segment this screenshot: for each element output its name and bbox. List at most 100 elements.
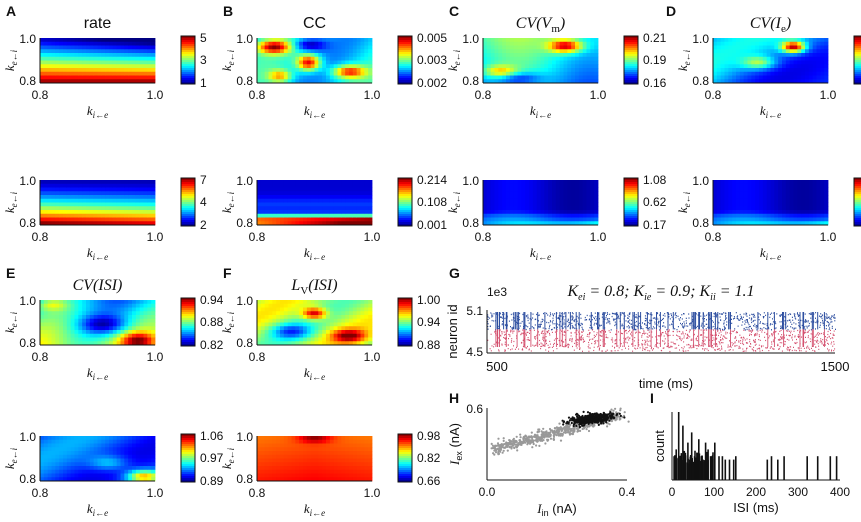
- heatmap-cell: [793, 180, 798, 185]
- heatmap-cell: [356, 307, 361, 312]
- heatmap-cell: [713, 64, 718, 69]
- heatmap-cell: [801, 64, 806, 69]
- heatmap-cell: [509, 180, 515, 185]
- heatmap-cell: [713, 79, 718, 84]
- colorbar-segment: [398, 336, 412, 339]
- heatmap-cell: [147, 454, 152, 459]
- heatmap-cell: [89, 217, 95, 222]
- heatmap-cell: [329, 53, 335, 58]
- heatmap-cell: [805, 217, 810, 222]
- colorbar-segment: [398, 306, 412, 309]
- heatmap-cell: [789, 191, 794, 196]
- heatmap-cell: [40, 187, 45, 192]
- heatmap-cell: [808, 56, 814, 61]
- heatmap-cell: [109, 49, 114, 54]
- colorbar-segment: [854, 72, 861, 75]
- heatmap-cell: [280, 49, 285, 54]
- heatmap-cell: [513, 180, 518, 185]
- heatmap-cell: [326, 454, 331, 459]
- heatmap-cell: [128, 436, 133, 441]
- heatmap-cell: [824, 191, 829, 196]
- heatmap-cell: [364, 41, 369, 46]
- heatmap-cell: [139, 198, 144, 203]
- heatmap-cell: [74, 326, 79, 331]
- heatmap-cell: [326, 469, 331, 474]
- heatmap-cell: [337, 311, 342, 316]
- heatmap-cell: [812, 217, 817, 222]
- heatmap-cell: [299, 195, 304, 200]
- heatmap-cell: [283, 79, 289, 84]
- y-tick-label: 1.0: [19, 174, 36, 188]
- heatmap-cell: [66, 326, 72, 331]
- heatmap-cell: [303, 315, 308, 320]
- heatmap-cell: [101, 466, 106, 471]
- heatmap-cell: [78, 311, 83, 316]
- heatmap-cell: [93, 210, 98, 215]
- heatmap-cell: [143, 195, 148, 200]
- heatmap-cell: [109, 337, 114, 342]
- heatmap-cell: [97, 202, 102, 207]
- heatmap-cell: [74, 447, 79, 452]
- heatmap-cell: [816, 53, 821, 58]
- heatmap-cell: [310, 462, 315, 467]
- heatmap-cell: [55, 315, 60, 320]
- heatmap-cell: [132, 330, 137, 335]
- colorbar: [180, 297, 196, 347]
- heatmap-cell: [728, 187, 733, 192]
- heatmap-cell: [536, 210, 541, 215]
- heatmap-cell: [506, 60, 511, 65]
- heatmap-cell: [525, 53, 530, 58]
- heatmap-cell: [345, 447, 350, 452]
- heatmap-cell: [78, 443, 83, 448]
- heatmap-cell: [93, 198, 98, 203]
- heatmap-cell: [112, 210, 118, 215]
- heatmap-cell: [352, 53, 358, 58]
- heatmap-cell: [713, 38, 718, 43]
- colorbar-segment: [181, 324, 195, 327]
- heatmap-cell: [506, 79, 511, 84]
- y-tick-label: 1.0: [462, 174, 479, 188]
- heatmap-cell: [40, 322, 45, 327]
- heatmap-cell: [728, 75, 733, 80]
- heatmap-cell: [812, 45, 817, 50]
- heatmap-cell: [490, 45, 495, 50]
- heatmap-cell: [762, 195, 768, 200]
- heatmap-cell: [314, 436, 319, 441]
- heatmap-cell: [143, 473, 148, 478]
- heatmap-cell: [40, 60, 45, 65]
- panel-letter: A: [6, 3, 16, 19]
- heatmap-cell: [295, 213, 300, 218]
- heatmap-cell: [747, 191, 752, 196]
- heatmap-cell: [326, 303, 331, 308]
- heatmap-cell: [532, 49, 538, 54]
- heatmap-cell: [124, 300, 129, 305]
- heatmap-cell: [47, 454, 52, 459]
- heatmap-cell: [51, 213, 56, 218]
- heatmap-cell: [89, 451, 95, 456]
- heatmap-cell: [264, 333, 269, 338]
- colorbar-segment: [398, 72, 412, 75]
- heatmap-cell: [789, 49, 794, 54]
- heatmap-cell: [368, 202, 373, 207]
- heatmap-cell: [509, 202, 515, 207]
- heatmap-cell: [268, 477, 273, 482]
- heatmap-cell: [590, 206, 595, 211]
- x-tick-label: 0.8: [32, 350, 49, 364]
- spike-inh: [771, 312, 773, 314]
- heatmap-cell: [276, 53, 281, 58]
- heatmap-cell: [736, 79, 741, 84]
- heatmap-cell: [257, 202, 262, 207]
- heatmap-cell: [797, 187, 802, 192]
- heatmap-cell: [326, 330, 331, 335]
- heatmap-cell: [586, 210, 591, 215]
- heatmap-cell: [341, 202, 346, 207]
- colorbar-segment: [854, 74, 861, 77]
- heatmap-cell: [116, 300, 121, 305]
- heatmap-cell: [521, 210, 526, 215]
- heatmap-cell: [559, 180, 564, 185]
- heatmap-cell: [93, 202, 98, 207]
- heatmap-cell: [582, 206, 587, 211]
- heatmap-cell: [349, 318, 354, 323]
- colorbar-segment: [181, 442, 195, 445]
- heatmap-cell: [743, 210, 748, 215]
